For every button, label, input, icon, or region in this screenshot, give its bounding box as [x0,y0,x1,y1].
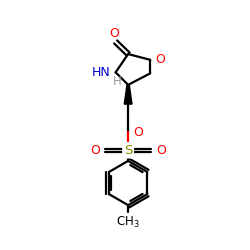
Text: H: H [113,76,122,88]
Text: HN: HN [92,66,110,79]
Text: O: O [156,144,166,157]
Text: S: S [124,144,132,157]
Text: O: O [109,28,119,40]
Text: O: O [90,144,100,157]
Text: O: O [134,126,143,138]
Polygon shape [124,85,132,104]
Text: CH$_3$: CH$_3$ [116,215,140,230]
Text: O: O [155,53,165,66]
